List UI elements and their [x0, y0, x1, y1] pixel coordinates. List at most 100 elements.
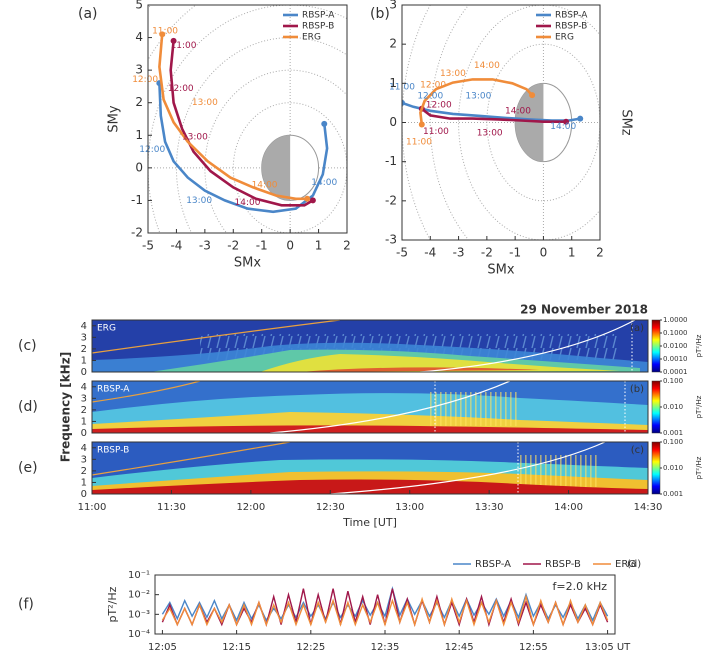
panel-label: (f) [18, 597, 34, 613]
spectrum-band [300, 367, 540, 372]
plot-area [402, 5, 600, 240]
orbit-line [421, 107, 567, 123]
x-tick-label: 12:35 [371, 642, 400, 653]
time-label: 12:00 [139, 145, 165, 155]
orbit-line [158, 34, 308, 201]
x-tick-label: 0 [540, 246, 548, 260]
x-tick-label: 13:05 UT [585, 642, 631, 653]
panel-label: (c) [18, 338, 37, 354]
y-tick-label: -1 [131, 193, 143, 207]
y-tick-label: 3 [135, 63, 143, 77]
x-tick-label: 1 [568, 246, 576, 260]
time-label: 11:00 [171, 41, 197, 51]
plot-frame [91, 441, 649, 495]
time-label: 13:00 [440, 69, 466, 79]
x-tick-label: -4 [424, 246, 436, 260]
gyrofrequency-curve [91, 441, 291, 476]
legend-label: RBSP-A [555, 11, 588, 21]
y-tick-label: 2 [135, 95, 143, 109]
y-tick-label: 1 [135, 128, 143, 142]
x-tick-label: -2 [481, 246, 493, 260]
x-tick-label: 12:15 [222, 642, 251, 653]
y-axis-label: Frequency [kHz] [59, 352, 73, 462]
y-axis-label: pT²/Hz [106, 586, 119, 622]
plot-frame [91, 380, 649, 434]
time-label: 12:00 [168, 84, 194, 94]
orbit-point [402, 99, 405, 106]
x-tick-label: 13:30 [475, 502, 504, 513]
time-label: 14:00 [550, 122, 576, 132]
x-tick-label: 2 [343, 239, 351, 253]
time-label: 12:00 [417, 91, 443, 101]
legend-label: RBSP-B [302, 22, 334, 32]
time-label: 13:00 [477, 129, 503, 139]
x-tick-label: 12:45 [445, 642, 474, 653]
x-axis-label: SMx [234, 256, 261, 271]
legend-label: ERG [555, 33, 574, 43]
panel-label: (d) [18, 399, 38, 415]
legend-label: RBSP-B [545, 559, 581, 570]
orbit-line [169, 40, 314, 207]
y-tick-label: -1 [385, 154, 397, 168]
panel-label: (a) [78, 6, 98, 22]
gyrofrequency-curve [91, 380, 201, 403]
y-tick-label: 10⁻¹ [128, 570, 150, 581]
orbit-point [529, 92, 536, 99]
orbit-line [158, 83, 329, 214]
panel-name: RBSP-A [97, 385, 130, 395]
x-tick-label: 0 [286, 239, 294, 253]
x-tick-label: 12:30 [316, 502, 345, 513]
legend-label: RBSP-B [555, 22, 587, 32]
time-label: 13:00 [192, 98, 218, 108]
x-tick-label: -3 [453, 246, 465, 260]
time-label: 11:00 [406, 138, 432, 148]
y-tick-label: 4 [81, 443, 87, 454]
colorbar-tick-label: 0.0001 [663, 368, 688, 376]
time-label: 12:00 [420, 80, 446, 90]
y-tick-label: 3 [81, 393, 87, 404]
legend-label: ERG [302, 33, 321, 43]
colorbar [651, 441, 661, 495]
y-tick-label: -2 [131, 226, 143, 240]
time-label: 13:00 [186, 196, 212, 206]
spectrum-band [92, 425, 648, 433]
legend-label: RBSP-A [475, 559, 511, 570]
time-label: 14:00 [505, 106, 531, 116]
y-tick-label: 0 [81, 489, 87, 500]
orbit-point [321, 120, 328, 127]
y-tick-label: 3 [81, 332, 87, 343]
colorbar [651, 380, 661, 434]
x-tick-label: 2 [596, 246, 604, 260]
time-label: 11:00 [152, 27, 178, 37]
orbit-point [577, 115, 584, 122]
y-tick-label: 1 [81, 477, 87, 488]
panel-name: ERG [97, 324, 116, 334]
y-tick-label: 5 [135, 0, 143, 12]
x-tick-label: 12:25 [296, 642, 325, 653]
orbit-point [309, 197, 316, 204]
x-tick-label: 11:30 [157, 502, 186, 513]
y-tick-label: 3 [389, 0, 397, 12]
time-label: 14:00 [474, 61, 500, 71]
series-line [161, 593, 609, 628]
y-tick-label: 0 [81, 428, 87, 439]
gyrofrequency-curve [91, 319, 341, 354]
colorbar-tick-label: 1.0000 [663, 316, 688, 324]
y-axis-label: SMz [619, 109, 634, 135]
panel-label: (e) [18, 460, 38, 476]
orbit-line [419, 78, 534, 125]
y-tick-label: 0 [389, 115, 397, 129]
y-tick-label: 0 [81, 367, 87, 378]
y-tick-label: 0 [135, 160, 143, 174]
time-label: 11:00 [423, 127, 449, 137]
corner-label: (b) [630, 384, 644, 395]
field-line [429, 5, 470, 240]
earth-night [515, 83, 544, 162]
x-tick-label: 12:05 [148, 642, 177, 653]
colorbar-label: pT²/Hz [695, 395, 703, 418]
panel-name: RBSP-B [97, 446, 129, 456]
legend-label: ERG [615, 559, 636, 570]
chart-title: 29 November 2018 [520, 303, 648, 317]
